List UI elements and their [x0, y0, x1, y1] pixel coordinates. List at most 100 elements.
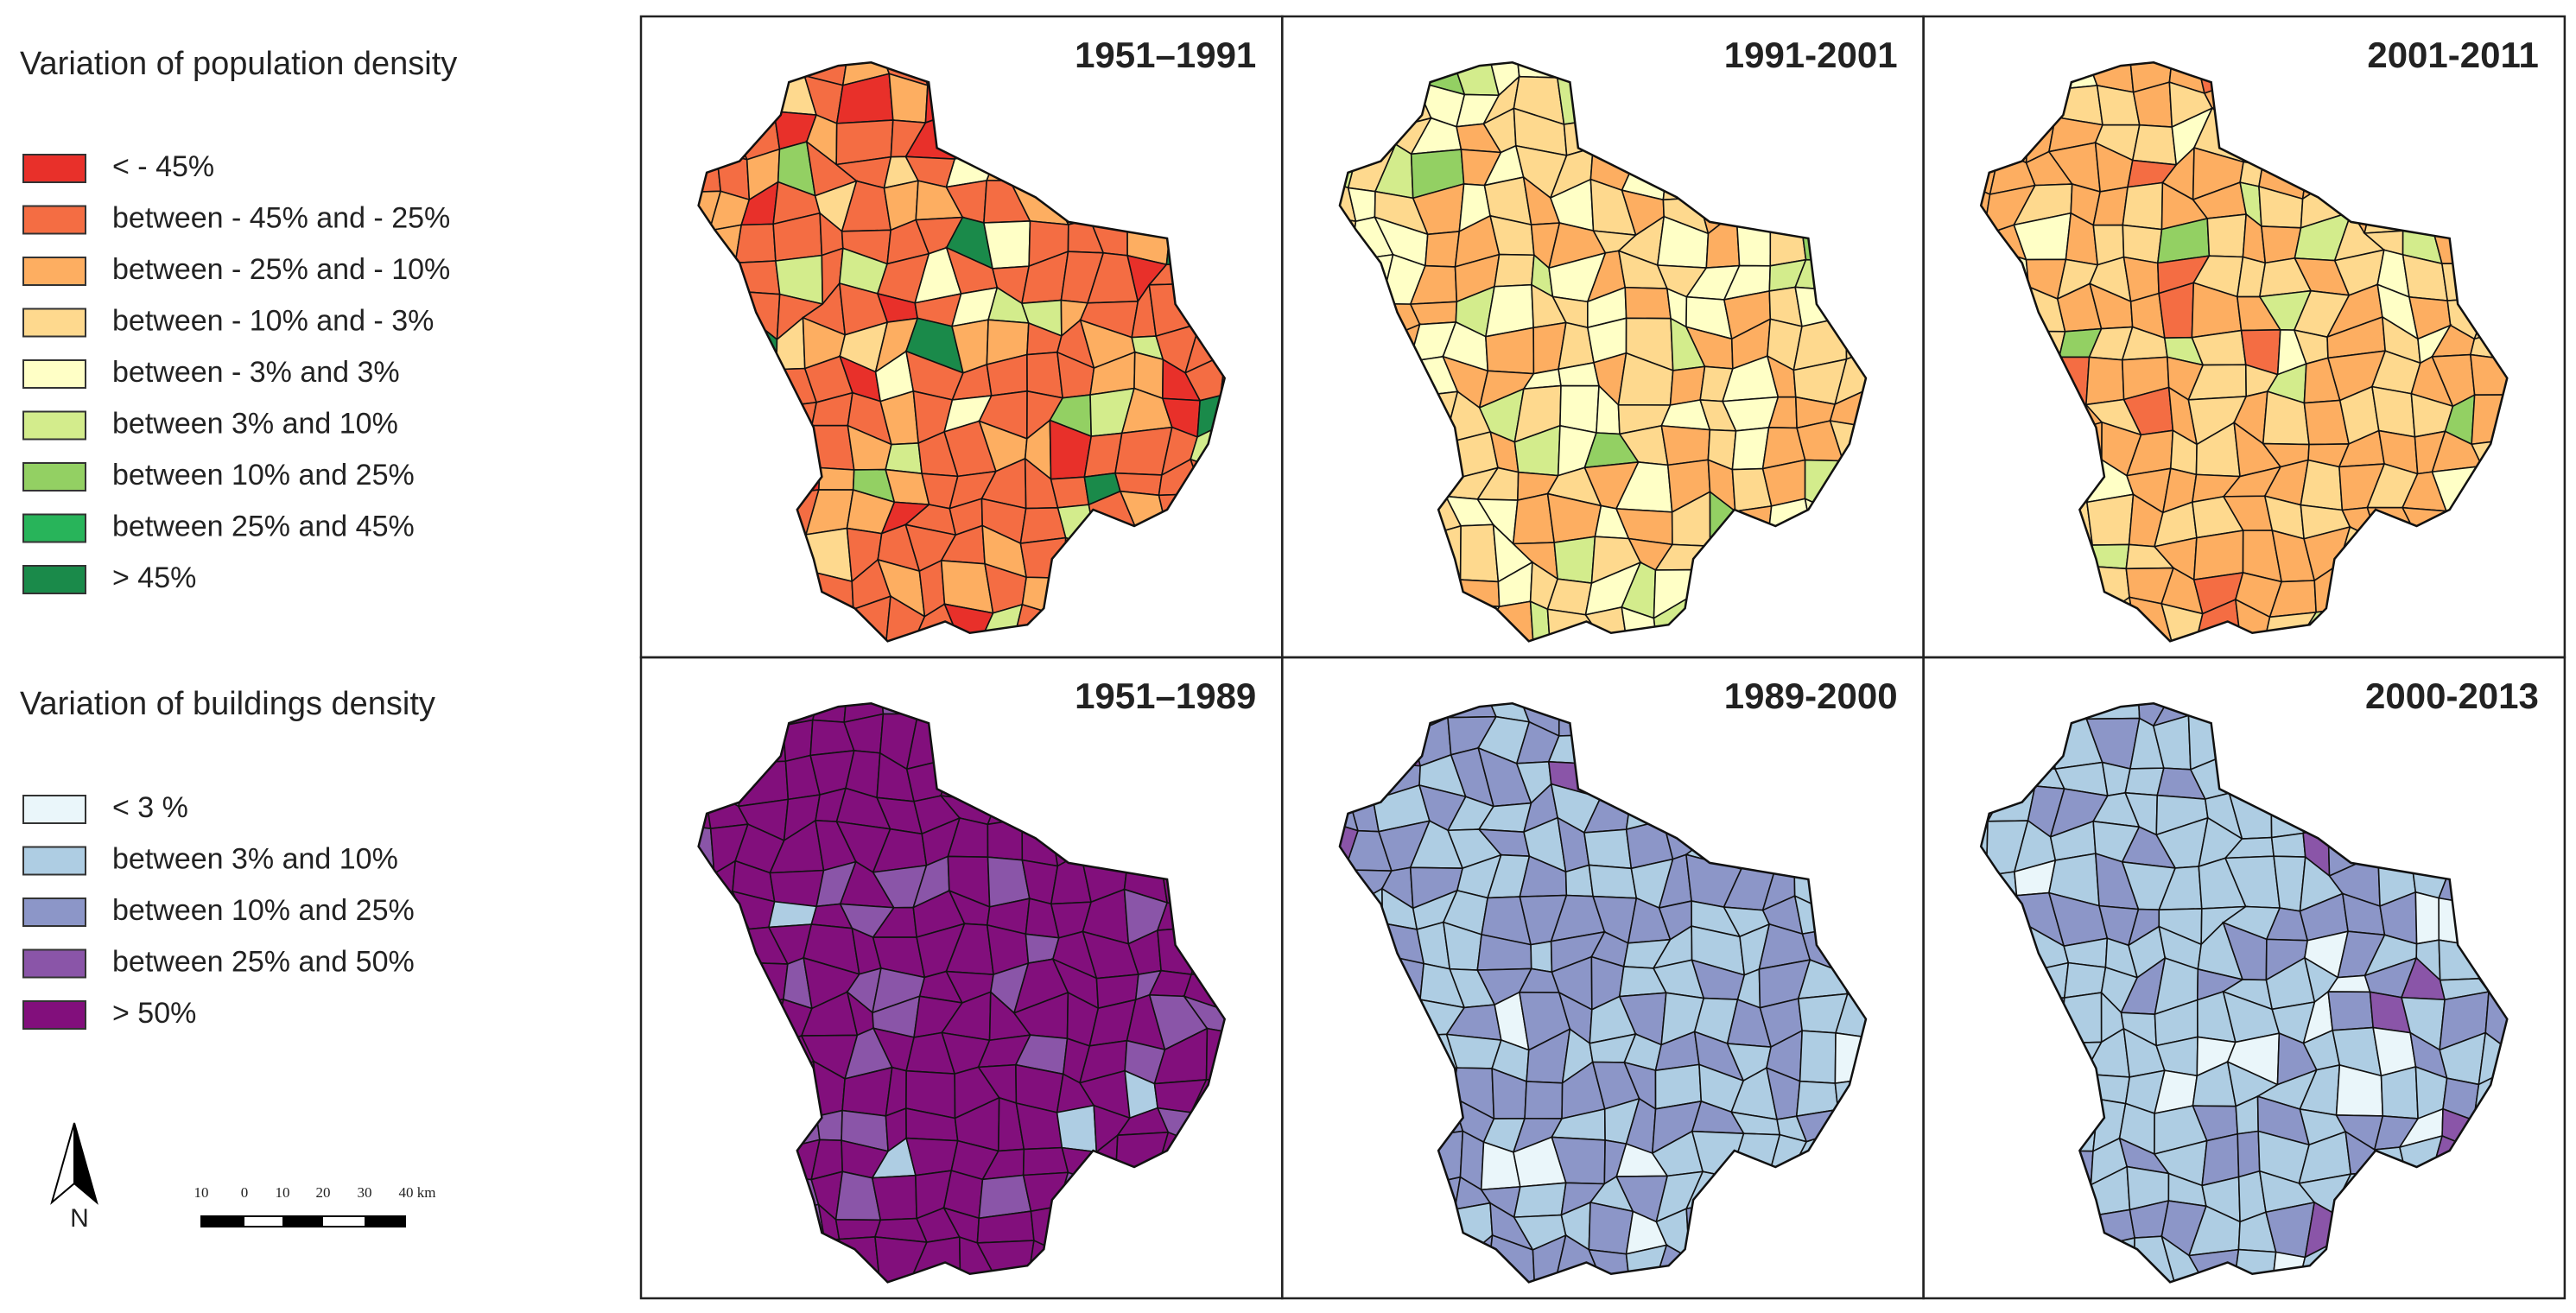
municipality [1087, 73, 1129, 131]
municipality [2051, 703, 2089, 722]
municipality [1447, 703, 1498, 719]
municipality [2021, 356, 2060, 396]
municipality [1650, 703, 1704, 732]
panel-title: 1951–1989 [1075, 676, 1256, 716]
municipality [1222, 822, 1225, 875]
scale-bar [200, 1215, 406, 1227]
municipality [1824, 902, 1866, 936]
municipality [1871, 1133, 1907, 1185]
municipality [1342, 922, 1395, 977]
municipality [2014, 525, 2065, 585]
municipality [1991, 523, 2033, 584]
municipality [1384, 1238, 1425, 1283]
municipality [766, 608, 822, 642]
municipality [737, 760, 790, 808]
municipality [1870, 179, 1907, 232]
municipality [2013, 390, 2062, 435]
municipality [1339, 437, 1355, 472]
municipality [1339, 426, 1381, 463]
municipality [1618, 74, 1666, 126]
municipality [2053, 62, 2098, 91]
municipality [731, 62, 791, 79]
municipality [705, 1203, 739, 1251]
municipality [1619, 727, 1672, 763]
municipality [2508, 1006, 2548, 1050]
municipality [1372, 536, 1424, 579]
municipality [733, 721, 787, 764]
municipality [2446, 762, 2484, 788]
municipality [1339, 358, 1392, 411]
municipality [2260, 721, 2309, 769]
municipality [1825, 184, 1866, 234]
municipality [2035, 703, 2056, 739]
panel-title: 1991-2001 [1724, 35, 1898, 75]
municipality [2275, 62, 2317, 94]
legend-swatch [22, 410, 86, 441]
municipality [1227, 492, 1266, 542]
municipality [2054, 501, 2094, 547]
legend-swatch [22, 257, 86, 286]
municipality [2430, 782, 2485, 843]
municipality [1513, 1182, 1567, 1218]
municipality [2504, 925, 2508, 977]
municipality [1339, 942, 1361, 977]
map [698, 703, 1225, 1283]
municipality [698, 1183, 711, 1216]
municipality [1981, 719, 2004, 758]
municipality [698, 719, 718, 767]
north-arrow: N [50, 1122, 98, 1233]
municipality [1981, 231, 1997, 251]
municipality [2278, 85, 2307, 130]
municipality [2431, 1134, 2488, 1188]
municipality [2083, 1073, 2131, 1105]
municipality [1791, 563, 1828, 609]
municipality [885, 442, 923, 475]
municipality [701, 961, 745, 1012]
municipality [1339, 763, 1361, 809]
municipality [1588, 1202, 1634, 1255]
municipality [1988, 580, 2034, 619]
municipality [1981, 703, 2003, 737]
municipality [1981, 1010, 2001, 1047]
municipality [1764, 561, 1799, 608]
municipality [954, 108, 1000, 161]
municipality [1079, 826, 1137, 865]
municipality [1989, 1069, 2026, 1113]
municipality [2054, 421, 2103, 474]
municipality [1840, 757, 1866, 788]
municipality [1660, 424, 1711, 466]
municipality [704, 77, 757, 130]
municipality [1981, 73, 2031, 120]
municipality [1844, 245, 1866, 305]
municipality [1981, 523, 2002, 584]
municipality [1012, 703, 1069, 733]
municipality [1981, 1235, 2029, 1283]
municipality [1158, 492, 1204, 549]
municipality [1161, 543, 1208, 584]
municipality [1865, 933, 1866, 980]
municipality [1588, 864, 1638, 899]
municipality [748, 491, 771, 548]
municipality [1619, 62, 1676, 93]
municipality [698, 1061, 709, 1121]
municipality [2411, 732, 2449, 765]
municipality [1424, 231, 1461, 268]
municipality [2438, 897, 2479, 946]
municipality [1987, 107, 2030, 164]
municipality [1339, 1248, 1362, 1283]
municipality [2334, 598, 2373, 642]
municipality [1760, 176, 1803, 229]
municipality [701, 315, 751, 365]
municipality [1343, 497, 1386, 544]
municipality [1344, 62, 1383, 77]
municipality [1082, 570, 1139, 612]
municipality [1339, 869, 1346, 911]
scale-label: 30 [358, 1184, 372, 1201]
municipality [1864, 752, 1866, 790]
municipality [1339, 908, 1346, 946]
municipality [1764, 1167, 1813, 1215]
municipality [2019, 89, 2057, 120]
municipality [2411, 746, 2455, 796]
municipality [1825, 562, 1866, 609]
